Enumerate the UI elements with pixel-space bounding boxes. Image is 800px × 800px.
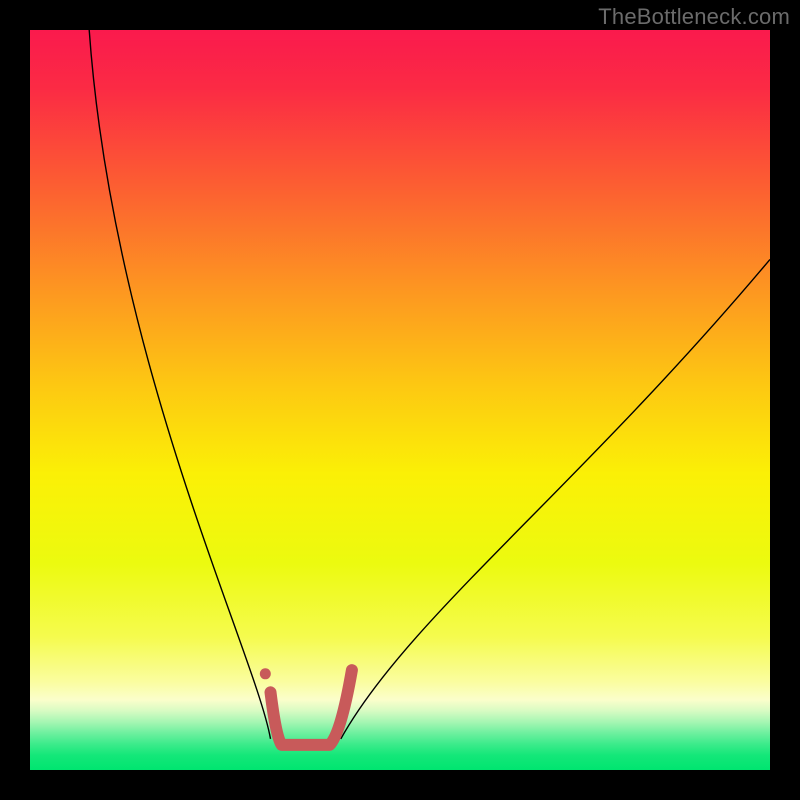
bottleneck-curve-chart (30, 30, 770, 770)
plot-area (30, 30, 770, 770)
gradient-background (30, 30, 770, 770)
watermark-label: TheBottleneck.com (598, 4, 790, 30)
chart-container: TheBottleneck.com (0, 0, 800, 800)
valley-dot-marker (260, 668, 271, 679)
